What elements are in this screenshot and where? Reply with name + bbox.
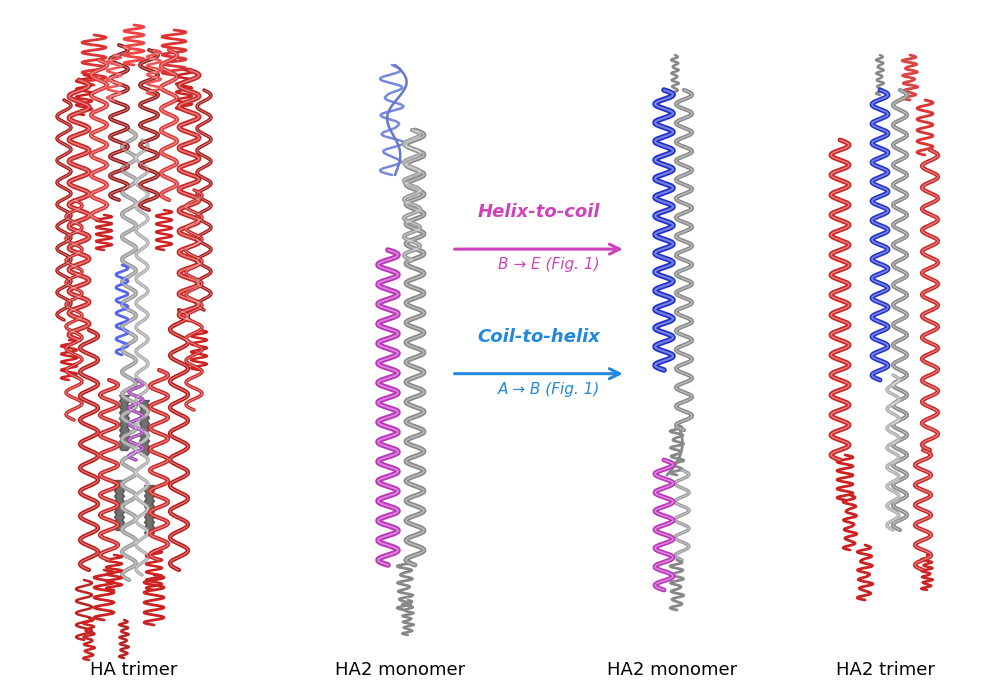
Text: HA trimer: HA trimer — [90, 661, 178, 679]
Text: B → E (Fig. 1): B → E (Fig. 1) — [497, 257, 600, 272]
Text: A → B (Fig. 1): A → B (Fig. 1) — [497, 382, 600, 397]
Text: Coil-to-helix: Coil-to-helix — [478, 328, 600, 346]
Text: Helix-to-coil: Helix-to-coil — [478, 203, 600, 221]
Text: HA2 monomer: HA2 monomer — [607, 661, 737, 679]
Text: HA2 monomer: HA2 monomer — [335, 661, 465, 679]
Text: HA2 trimer: HA2 trimer — [835, 661, 934, 679]
